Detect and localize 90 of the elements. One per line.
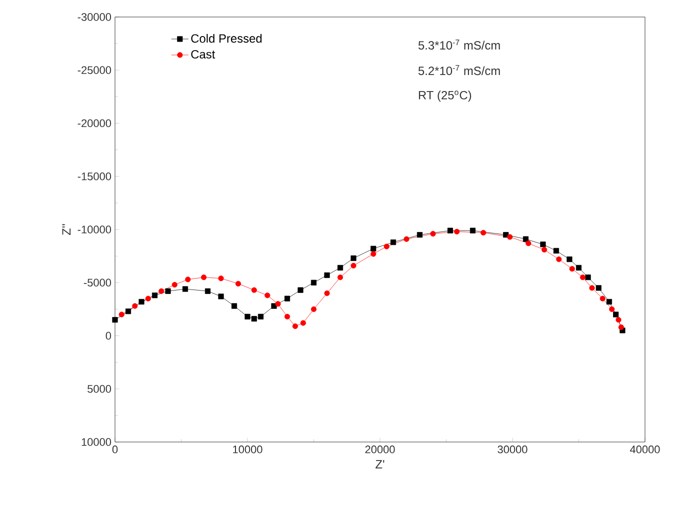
point bbox=[204, 288, 211, 294]
point bbox=[540, 242, 546, 248]
point bbox=[526, 240, 532, 246]
x-tick-label: 0 bbox=[112, 446, 118, 454]
point bbox=[566, 256, 572, 262]
point bbox=[585, 274, 591, 280]
point bbox=[580, 274, 586, 280]
point bbox=[244, 314, 250, 320]
y-tick-label: 5000 bbox=[88, 385, 112, 393]
point bbox=[158, 288, 164, 294]
point bbox=[522, 236, 529, 242]
point bbox=[300, 320, 306, 326]
point bbox=[480, 230, 486, 236]
point bbox=[556, 256, 562, 262]
point bbox=[337, 274, 344, 280]
legend-label: Cold Pressed bbox=[191, 34, 262, 43]
point bbox=[350, 262, 356, 268]
point bbox=[185, 276, 191, 282]
point bbox=[589, 285, 595, 291]
annotation: 5.3*10$^{-7}$ mS/cm bbox=[418, 40, 500, 50]
point bbox=[337, 264, 344, 271]
x-tick-label: 30000 bbox=[498, 446, 528, 454]
point bbox=[218, 276, 224, 282]
y-tick-label: -20000 bbox=[78, 119, 112, 128]
point bbox=[596, 285, 602, 291]
point bbox=[416, 232, 423, 238]
point bbox=[370, 246, 376, 252]
point bbox=[264, 292, 270, 298]
point bbox=[275, 301, 281, 307]
point bbox=[132, 303, 138, 309]
y-tick-label: -15000 bbox=[78, 172, 112, 180]
point bbox=[292, 323, 298, 329]
point bbox=[324, 272, 330, 278]
point bbox=[200, 274, 207, 280]
point bbox=[251, 316, 257, 322]
point bbox=[616, 317, 622, 323]
point bbox=[553, 248, 560, 254]
point bbox=[310, 306, 317, 312]
y-tick-label: 0 bbox=[106, 332, 112, 340]
point bbox=[404, 236, 410, 242]
y-tick-label: -5000 bbox=[84, 278, 112, 287]
point bbox=[310, 280, 317, 286]
y-tick-label: 10000 bbox=[82, 438, 112, 446]
y-tick-label: -25000 bbox=[78, 66, 112, 74]
point bbox=[182, 286, 188, 292]
point bbox=[298, 287, 304, 293]
y-axis-title: Z'' bbox=[62, 224, 71, 236]
legend-label: Cast bbox=[191, 50, 216, 59]
point bbox=[350, 255, 356, 261]
point bbox=[125, 308, 132, 314]
point bbox=[470, 228, 476, 234]
y-tick-label: -30000 bbox=[78, 13, 112, 21]
point bbox=[172, 282, 178, 288]
point bbox=[384, 244, 390, 250]
point bbox=[447, 228, 454, 234]
annotation: RT (25$^{o}$C) bbox=[418, 90, 472, 102]
point bbox=[118, 312, 124, 318]
point bbox=[112, 317, 118, 323]
annotation: 5.2*10$^{-7}$ mS/cm bbox=[418, 65, 500, 76]
point bbox=[390, 239, 396, 246]
point bbox=[569, 266, 575, 272]
point bbox=[145, 296, 151, 302]
point bbox=[430, 230, 436, 237]
point bbox=[258, 314, 264, 320]
x-tick-label: 10000 bbox=[233, 446, 262, 454]
point bbox=[609, 306, 615, 312]
x-tick-label: 40000 bbox=[630, 446, 660, 454]
point bbox=[251, 287, 257, 293]
point bbox=[165, 288, 171, 294]
point bbox=[370, 251, 376, 257]
point bbox=[454, 228, 460, 234]
point bbox=[231, 303, 238, 309]
point bbox=[600, 296, 606, 302]
point bbox=[284, 314, 290, 320]
point bbox=[324, 290, 330, 296]
point bbox=[507, 234, 513, 240]
point bbox=[542, 246, 548, 252]
point bbox=[618, 324, 624, 330]
x-tick-label: 20000 bbox=[365, 446, 395, 454]
point bbox=[218, 294, 224, 300]
point bbox=[235, 280, 242, 286]
point bbox=[271, 303, 277, 309]
point bbox=[613, 312, 619, 318]
y-tick-label: -10000 bbox=[78, 226, 112, 234]
point bbox=[606, 298, 612, 305]
point bbox=[284, 296, 290, 302]
point bbox=[576, 264, 582, 271]
point bbox=[152, 292, 158, 298]
point bbox=[138, 298, 144, 305]
x-axis-title: Z' bbox=[376, 460, 384, 468]
